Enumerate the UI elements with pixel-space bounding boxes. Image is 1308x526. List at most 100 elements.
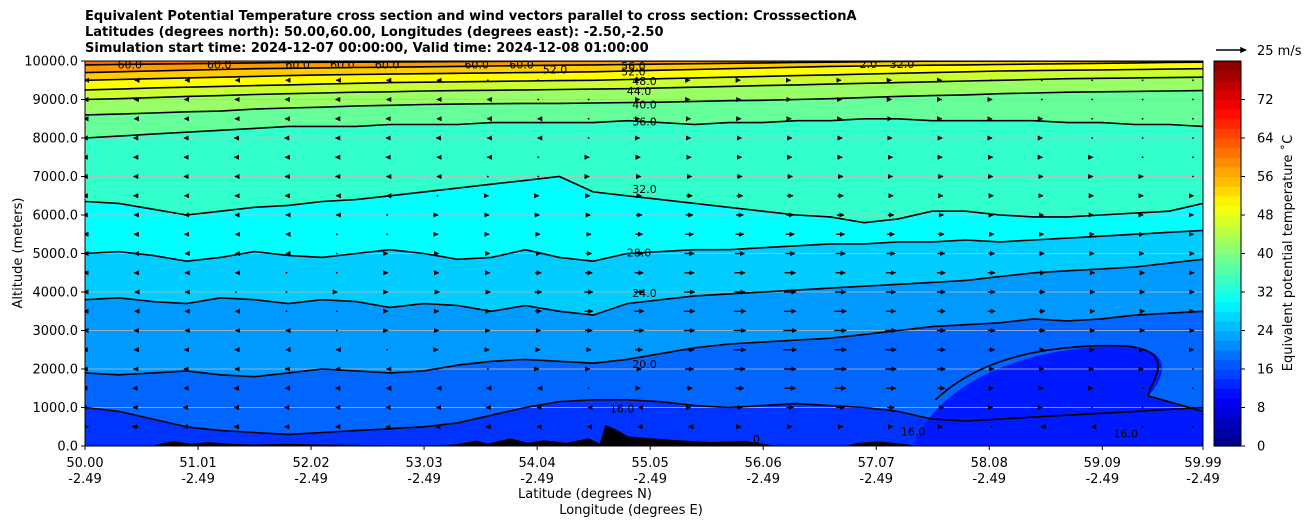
y-tick-label: 3000.0 [33,324,79,339]
contour-label: 56.0 [621,60,646,73]
colorbar-tick-label: 56 [1257,170,1274,185]
theta-e-band [85,230,1203,316]
contour-line-56.0 [85,61,1203,74]
wind-vector [486,79,489,82]
contour-line-60.0 [85,61,1203,66]
colorbar-segment [1214,253,1241,264]
colorbar-segment [1214,330,1241,341]
contour-label: 60.0 [375,59,400,72]
wind-vector [1091,117,1094,120]
contour-label: 60.0 [509,59,534,72]
wind-vector [587,98,590,101]
contour-label: 52.0 [543,64,568,77]
theta-e-band [85,176,1203,262]
y-tick-label: 8000.0 [33,132,79,147]
wind-vector [335,252,338,255]
wind-vector [1040,98,1043,101]
colorbar-segment [1214,301,1241,312]
colorbar-segment [1214,176,1241,187]
wind-vector [235,291,237,293]
wind-vector [386,214,389,216]
wind-key-label: 25 m/s [1257,44,1302,59]
title-line-2: Latitudes (degrees north): 50.00,60.00, … [85,25,664,40]
x-tick-label-lon: -2.49 [520,472,554,487]
contour-label: 28.0 [627,247,652,260]
x-tick-label-lat: 50.00 [66,456,103,471]
contour-label: 60.0 [285,59,310,72]
colorbar-segment [1214,349,1241,360]
contour-label: 24.0 [632,287,657,300]
colorbar-segment [1214,417,1241,428]
x-tick-label-lat: 52.02 [292,456,329,471]
colorbar-tick-label: 72 [1257,93,1274,108]
contour-label: 36.0 [632,116,657,129]
wind-vectors [85,77,1195,430]
x-tick-label-lat: 54.04 [519,456,556,471]
colorbar-segment [1214,426,1241,437]
y-tick-label: 10000.0 [24,55,78,70]
contour-line-40.0 [85,89,1203,116]
colorbar-segment [1214,359,1241,370]
x-tick-label-lon: -2.49 [1085,472,1119,487]
colorbar-segment [1214,80,1241,91]
terrain [85,424,1203,446]
colorbar-segment [1214,128,1241,139]
x-tick-label-lat: 55.05 [632,456,669,471]
contour-label: 32.0 [890,58,915,71]
colorbar-tick-label: 16 [1257,363,1274,378]
theta-e-band [85,90,1203,138]
contour-label: 32.0 [632,183,657,196]
x-tick-label-lon: -2.49 [294,472,328,487]
y-tick-label: 5000.0 [33,247,79,262]
contour-label: 60.0 [118,59,143,72]
x-tick-label-lon: -2.49 [859,472,893,487]
contour-label: 16.0 [1114,427,1139,440]
y-tick-label: 6000.0 [33,209,79,224]
y-tick-label: 4000.0 [33,286,79,301]
x-axis: 50.00-2.4951.01-2.4952.02-2.4953.03-2.49… [66,446,1222,487]
x-tick-label-lon: -2.49 [407,472,441,487]
theta-e-band [85,311,1203,435]
contour-label: 20.0 [632,358,657,371]
contour-label: 16.0 [610,402,635,415]
contour-label: 0 [753,433,760,446]
wind-vector [990,425,993,428]
contour-label: 40.0 [632,98,657,111]
contour-line-24.0 [85,258,1203,316]
colorbar-segment [1214,436,1241,447]
wind-key: 25 m/s [1216,44,1302,59]
wind-vector [1192,117,1194,120]
wind-vector [1192,406,1194,409]
wind-vector [386,233,389,236]
contour-line-48.0 [85,67,1203,91]
wind-vector [1091,406,1094,409]
y-tick-label: 9000.0 [33,93,79,108]
wind-vector [1141,406,1144,409]
y-axis: 0.0 1000.0 2000.0 3000.0 4000.0 5000.0 6000.0 7… [24,55,85,455]
colorbar-segment [1214,369,1241,380]
wind-vector [1141,425,1144,428]
colorbar-segment [1214,70,1241,81]
wind-vector [537,98,540,101]
colorbar-segment [1214,397,1241,409]
wind-vector [285,310,288,313]
contour-line-36.0 [85,118,1203,139]
wind-vector [587,387,590,390]
x-tick-label-lon: -2.49 [68,472,102,487]
colorbar-segment [1214,157,1241,168]
wind-vector [1141,117,1144,120]
colorbar-segment [1214,388,1241,399]
wind-vector [1141,387,1144,390]
wind-vector [587,137,590,139]
wind-vector [1141,137,1144,139]
colorbar-segment [1214,99,1241,110]
wind-vector [1192,368,1194,370]
colorbar-segment [1214,234,1241,245]
colorbar-tick-label: 40 [1257,247,1274,262]
x-tick-label-lon: -2.49 [746,472,780,487]
y-tick-label: 1000.0 [33,401,79,416]
wind-vector [285,291,288,293]
x-tick-label-lon: -2.49 [1186,472,1220,487]
colorbar-segment [1214,224,1241,235]
